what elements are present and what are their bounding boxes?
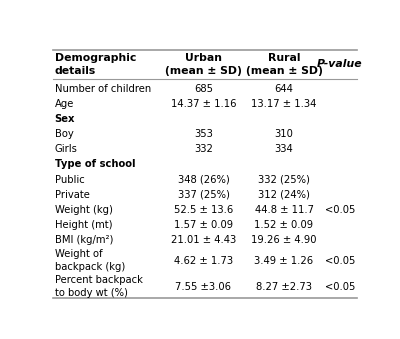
- Text: 312 (24%): 312 (24%): [258, 190, 310, 200]
- Text: Percent backpack
to body wt (%): Percent backpack to body wt (%): [55, 275, 142, 298]
- Text: Type of school: Type of school: [55, 159, 135, 170]
- Text: 685: 685: [194, 84, 213, 94]
- Text: 348 (26%): 348 (26%): [178, 175, 229, 184]
- Text: BMI (kg/m²): BMI (kg/m²): [55, 235, 113, 245]
- Text: Boy: Boy: [55, 129, 74, 139]
- Text: 1.52 ± 0.09: 1.52 ± 0.09: [254, 220, 314, 230]
- Text: 14.37 ± 1.16: 14.37 ± 1.16: [171, 99, 236, 109]
- Text: 334: 334: [275, 144, 294, 154]
- Text: 353: 353: [194, 129, 213, 139]
- Text: <0.05: <0.05: [325, 282, 355, 292]
- Text: 52.5 ± 13.6: 52.5 ± 13.6: [174, 205, 233, 215]
- Text: 13.17 ± 1.34: 13.17 ± 1.34: [251, 99, 317, 109]
- Text: Urban
(mean ± SD): Urban (mean ± SD): [165, 53, 242, 76]
- Text: 310: 310: [275, 129, 294, 139]
- Text: 332 (25%): 332 (25%): [258, 175, 310, 184]
- Text: Number of children: Number of children: [55, 84, 151, 94]
- Text: Demographic
details: Demographic details: [55, 53, 136, 76]
- Text: <0.05: <0.05: [325, 256, 355, 266]
- Text: 644: 644: [275, 84, 294, 94]
- Text: 4.62 ± 1.73: 4.62 ± 1.73: [174, 256, 233, 266]
- Text: 7.55 ±3.06: 7.55 ±3.06: [176, 282, 232, 292]
- Text: Girls: Girls: [55, 144, 78, 154]
- Text: 19.26 ± 4.90: 19.26 ± 4.90: [251, 235, 317, 245]
- Text: <0.05: <0.05: [325, 205, 355, 215]
- Text: Weight (kg): Weight (kg): [55, 205, 112, 215]
- Text: 21.01 ± 4.43: 21.01 ± 4.43: [171, 235, 236, 245]
- Text: 8.27 ±2.73: 8.27 ±2.73: [256, 282, 312, 292]
- Text: Rural
(mean ± SD): Rural (mean ± SD): [246, 53, 322, 76]
- Text: 44.8 ± 11.7: 44.8 ± 11.7: [254, 205, 314, 215]
- Text: 3.49 ± 1.26: 3.49 ± 1.26: [254, 256, 314, 266]
- Text: 1.57 ± 0.09: 1.57 ± 0.09: [174, 220, 233, 230]
- Text: Private: Private: [55, 190, 90, 200]
- Text: P-value: P-value: [317, 59, 363, 69]
- Text: Age: Age: [55, 99, 74, 109]
- Text: 337 (25%): 337 (25%): [178, 190, 229, 200]
- Text: Height (mt): Height (mt): [55, 220, 112, 230]
- Text: Sex: Sex: [55, 114, 75, 124]
- Text: Public: Public: [55, 175, 84, 184]
- Text: 332: 332: [194, 144, 213, 154]
- Text: Weight of
backpack (kg): Weight of backpack (kg): [55, 249, 125, 272]
